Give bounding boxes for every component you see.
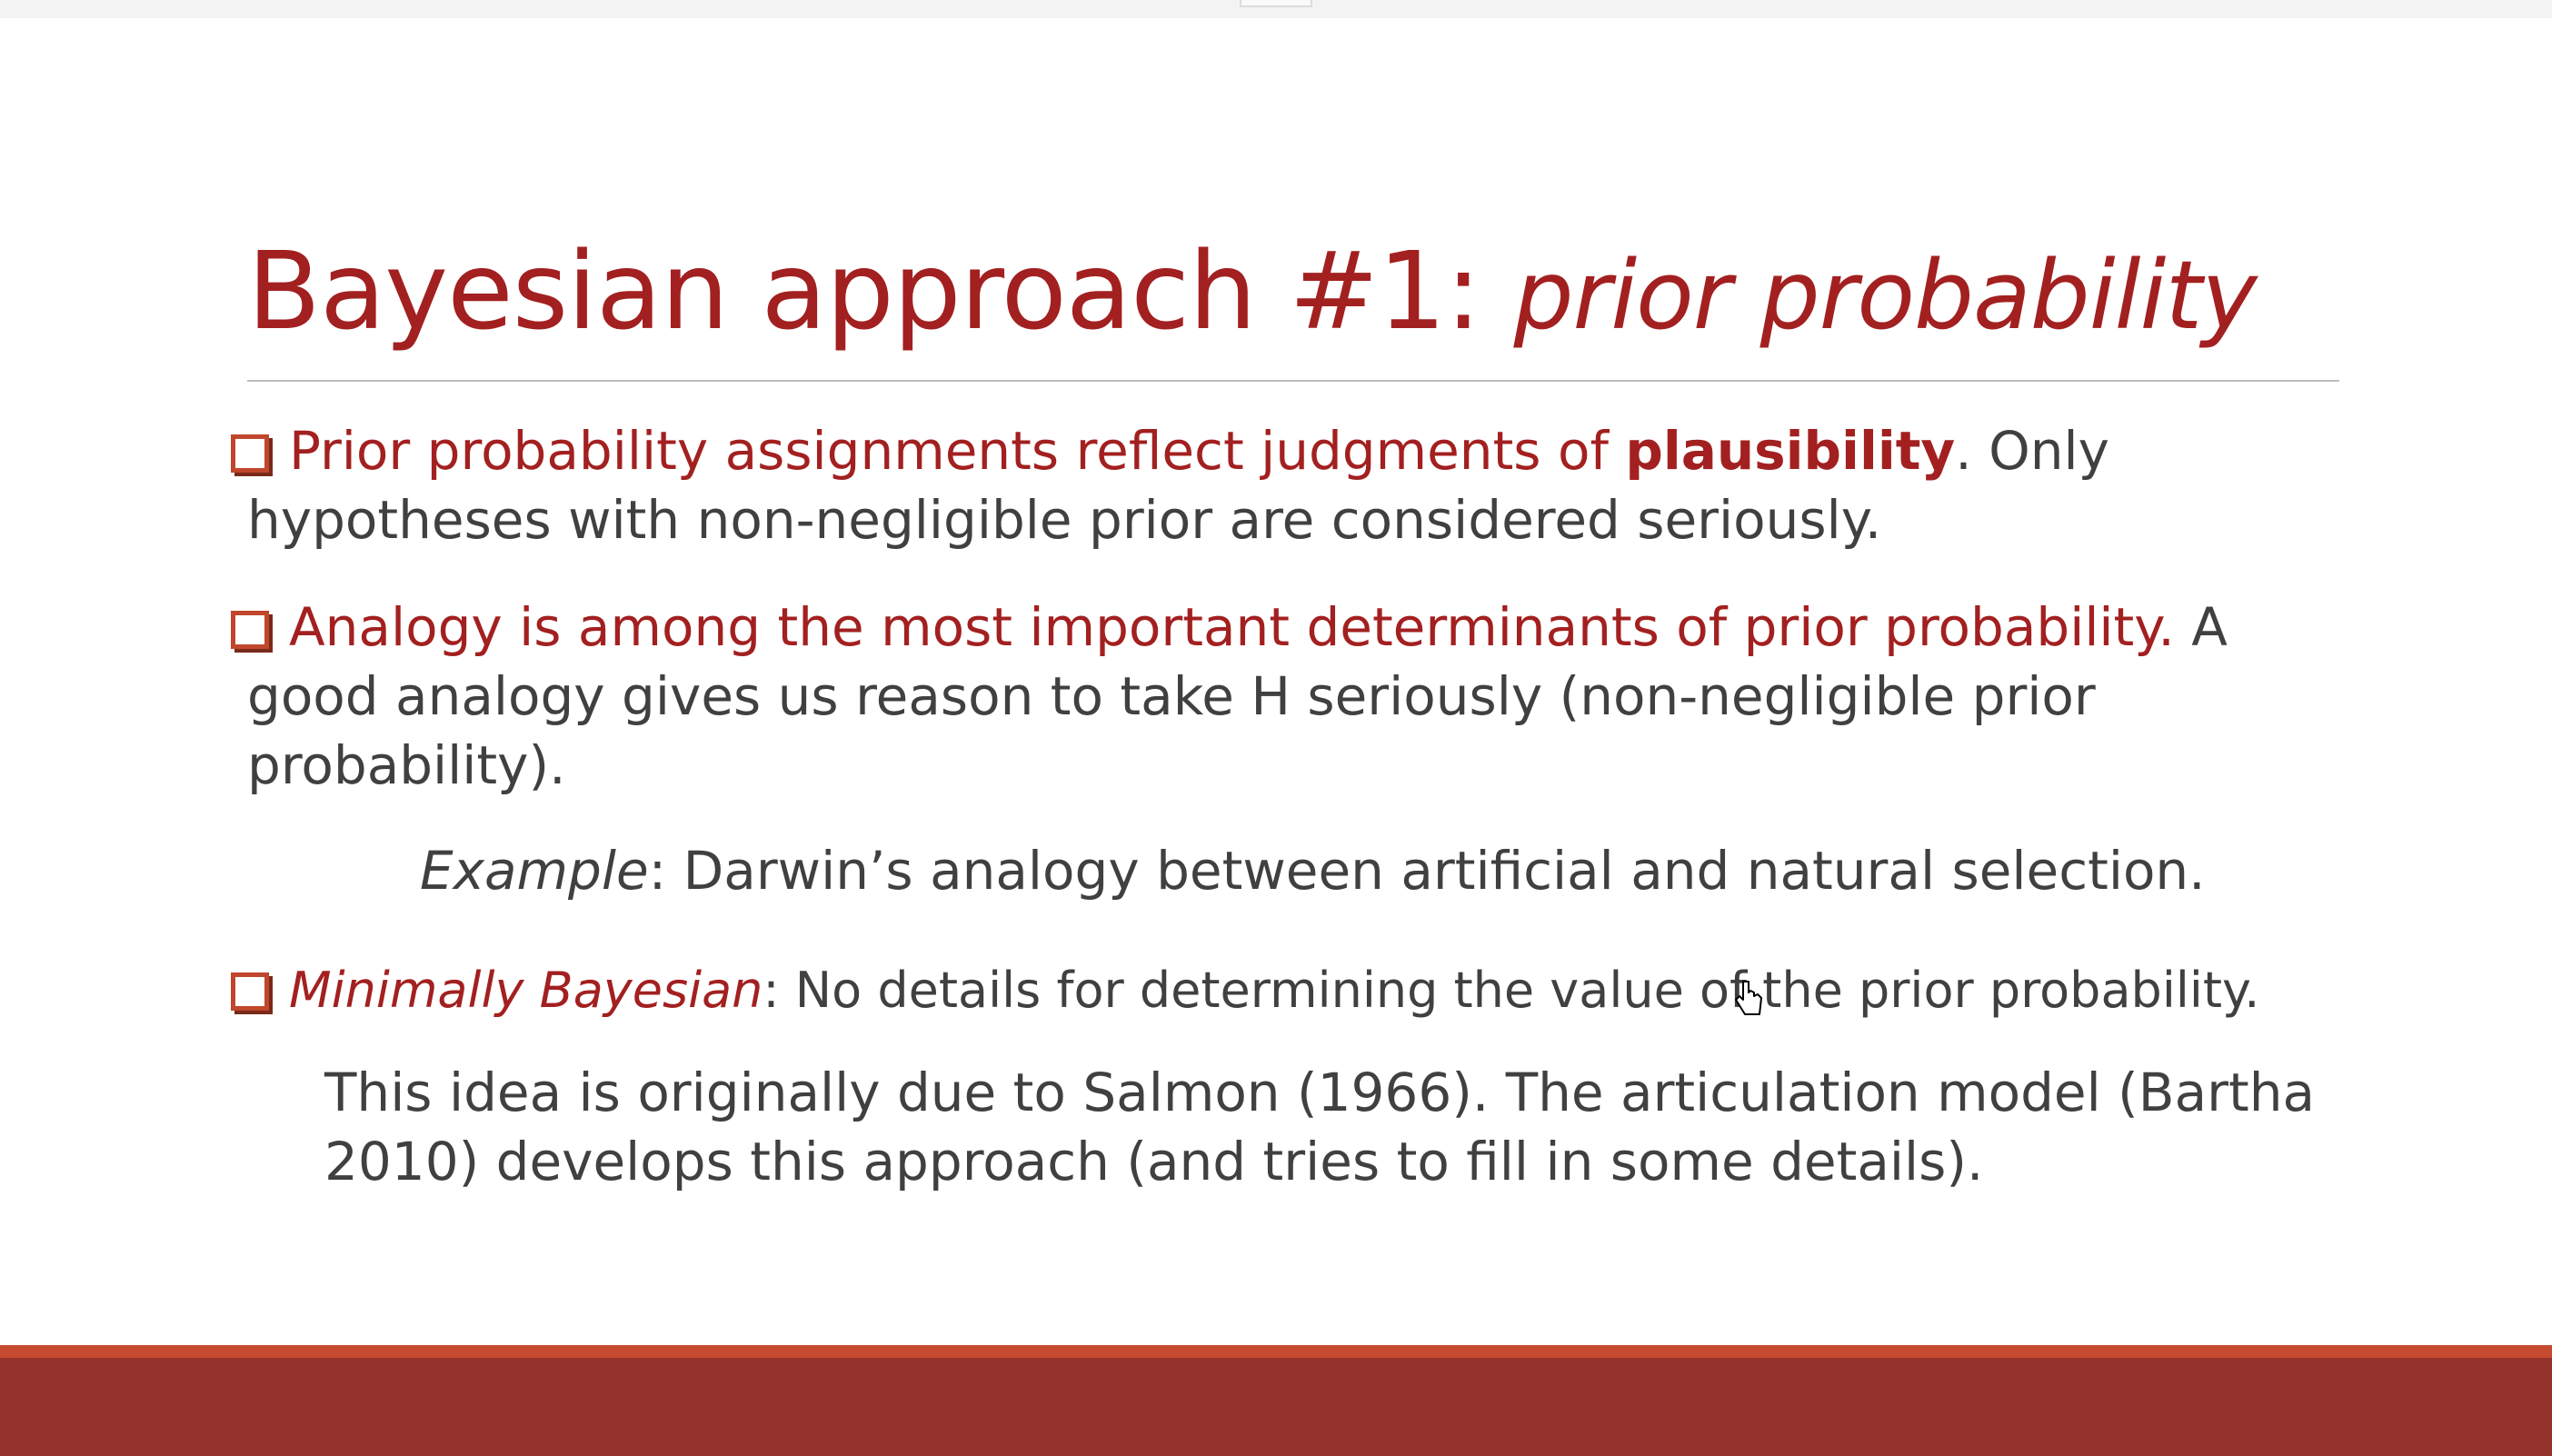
square-bullet-icon	[231, 611, 269, 649]
presentation-slide: Bayesian approach #1: prior probability …	[0, 18, 2552, 1456]
example-text: : Darwin’s analogy between artificial an…	[648, 840, 2206, 902]
example-line: Example: Darwin’s analogy between artifi…	[420, 836, 2419, 905]
bullet-1-body-text: . Only hypotheses with non-negligible pr…	[247, 420, 2109, 551]
bullet-plausibility: Prior probability assignments reflect ju…	[231, 416, 2338, 554]
slide-title: Bayesian approach #1: prior probability	[247, 232, 2258, 351]
window-top-strip	[0, 0, 2552, 18]
drag-handle[interactable]	[1240, 0, 1312, 7]
bullet-minimally-bayesian: Minimally Bayesian: No details for deter…	[231, 956, 2338, 1025]
footer-accent-bar	[0, 1345, 2552, 1358]
square-bullet-icon	[231, 434, 269, 473]
title-divider	[247, 380, 2339, 382]
footer-band	[0, 1358, 2552, 1456]
square-bullet-icon	[231, 972, 269, 1011]
bullet-1-red-text: Prior probability assignments reflect ju…	[289, 420, 1626, 482]
bullet-2-body-text: A good analogy gives us reason to take H…	[247, 596, 2228, 796]
bullet-analogy: Analogy is among the most important dete…	[231, 593, 2338, 800]
bullet-2-red-text: Analogy is among the most important dete…	[289, 596, 2175, 658]
bullet-3-body-text: : No details for determining the value o…	[763, 962, 2260, 1019]
hand-cursor-icon	[1735, 981, 1762, 1015]
bullet-1-bold-text: plausibility	[1625, 420, 1956, 482]
example-label: Example	[420, 840, 649, 902]
bullet-3-red-italic: Minimally Bayesian	[289, 962, 763, 1019]
slide-title-main: Bayesian approach #1:	[247, 228, 1514, 354]
salmon-note: This idea is originally due to Salmon (1…	[324, 1062, 2316, 1192]
slide-title-italic: prior probability	[1513, 240, 2257, 351]
